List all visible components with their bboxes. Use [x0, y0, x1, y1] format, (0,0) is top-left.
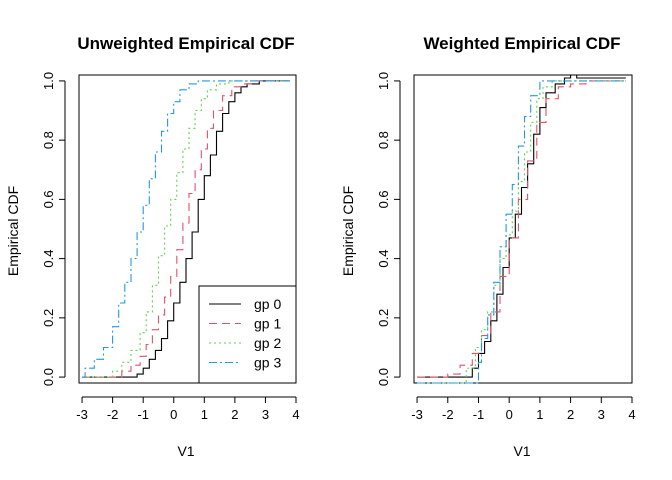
series-line-gp-1 — [417, 80, 626, 378]
series-line-gp-1 — [82, 80, 290, 378]
y-tick-label: 0.0 — [376, 368, 391, 386]
plot-frame — [413, 74, 633, 384]
x-tick-label: -2 — [107, 407, 119, 422]
y-tick-label: 1.0 — [376, 72, 391, 90]
x-tick-label: -1 — [473, 407, 485, 422]
y-tick-label: 0.0 — [41, 368, 56, 386]
x-tick-label: -1 — [137, 407, 149, 422]
x-tick-label: 4 — [292, 407, 299, 422]
y-tick-label: 1.0 — [41, 72, 56, 90]
chart-title: Unweighted Empirical CDF — [77, 34, 294, 53]
x-tick-label: 2 — [567, 407, 574, 422]
y-axis-label: Empirical CDF — [5, 186, 21, 276]
y-tick-label: 0.2 — [41, 309, 56, 327]
y-tick-label: 0.4 — [41, 250, 56, 268]
x-tick-label: 0 — [506, 407, 513, 422]
x-tick-label: 0 — [170, 407, 177, 422]
x-tick-label: 1 — [536, 407, 543, 422]
series-line-gp-2 — [82, 80, 290, 378]
x-tick-label: 3 — [262, 407, 269, 422]
series-line-gp-2 — [417, 80, 626, 384]
x-axis-label: V1 — [513, 443, 530, 459]
x-tick-label: 3 — [598, 407, 605, 422]
x-tick-label: 2 — [231, 407, 238, 422]
x-tick-label: -3 — [76, 407, 88, 422]
plot-area: -3 -2 -1 0 1 2 3 4 0.0 0.2 0.4 0.6 0.8 1.0 — [376, 72, 636, 422]
plot-area: -3 -2 -1 0 1 2 3 4 0.0 0.2 0.4 0.6 0.8 1.0 — [41, 72, 300, 422]
y-axis: 0.0 0.2 0.4 0.6 0.8 1.0 — [41, 72, 66, 386]
x-axis: -3 -2 -1 0 1 2 3 4 — [411, 396, 636, 422]
plot-frame — [78, 74, 297, 384]
legend-label: gp 3 — [254, 355, 281, 371]
y-axis-label: Empirical CDF — [340, 186, 356, 276]
y-tick-label: 0.6 — [41, 190, 56, 208]
legend-label: gp 1 — [254, 316, 281, 332]
x-tick-label: -3 — [411, 407, 423, 422]
y-tick-label: 0.8 — [41, 131, 56, 149]
legend: gp 0 gp 1 gp 2 gp 3 — [198, 285, 297, 384]
x-axis-label: V1 — [177, 443, 194, 459]
x-tick-label: 4 — [628, 407, 635, 422]
chart-title: Weighted Empirical CDF — [423, 34, 620, 53]
legend-box — [198, 285, 297, 384]
y-axis: 0.0 0.2 0.4 0.6 0.8 1.0 — [376, 72, 401, 386]
y-tick-label: 0.4 — [376, 250, 391, 268]
weighted-ecdf-panel: Weighted Empirical CDF V1 Empirical CDF … — [340, 34, 636, 459]
series-line-gp-0 — [82, 80, 290, 378]
series-line-gp-3 — [417, 80, 626, 384]
legend-label: gp 0 — [254, 296, 281, 312]
y-tick-label: 0.8 — [376, 131, 391, 149]
y-tick-label: 0.2 — [376, 309, 391, 327]
x-tick-label: 1 — [201, 407, 208, 422]
x-axis: -3 -2 -1 0 1 2 3 4 — [76, 396, 300, 422]
series-line-gp-0 — [417, 74, 626, 378]
x-tick-label: -2 — [442, 407, 454, 422]
y-tick-label: 0.6 — [376, 190, 391, 208]
series-line-gp-3 — [82, 80, 290, 378]
legend-label: gp 2 — [254, 335, 281, 351]
unweighted-ecdf-panel: Unweighted Empirical CDF V1 Empirical CD… — [5, 34, 300, 459]
